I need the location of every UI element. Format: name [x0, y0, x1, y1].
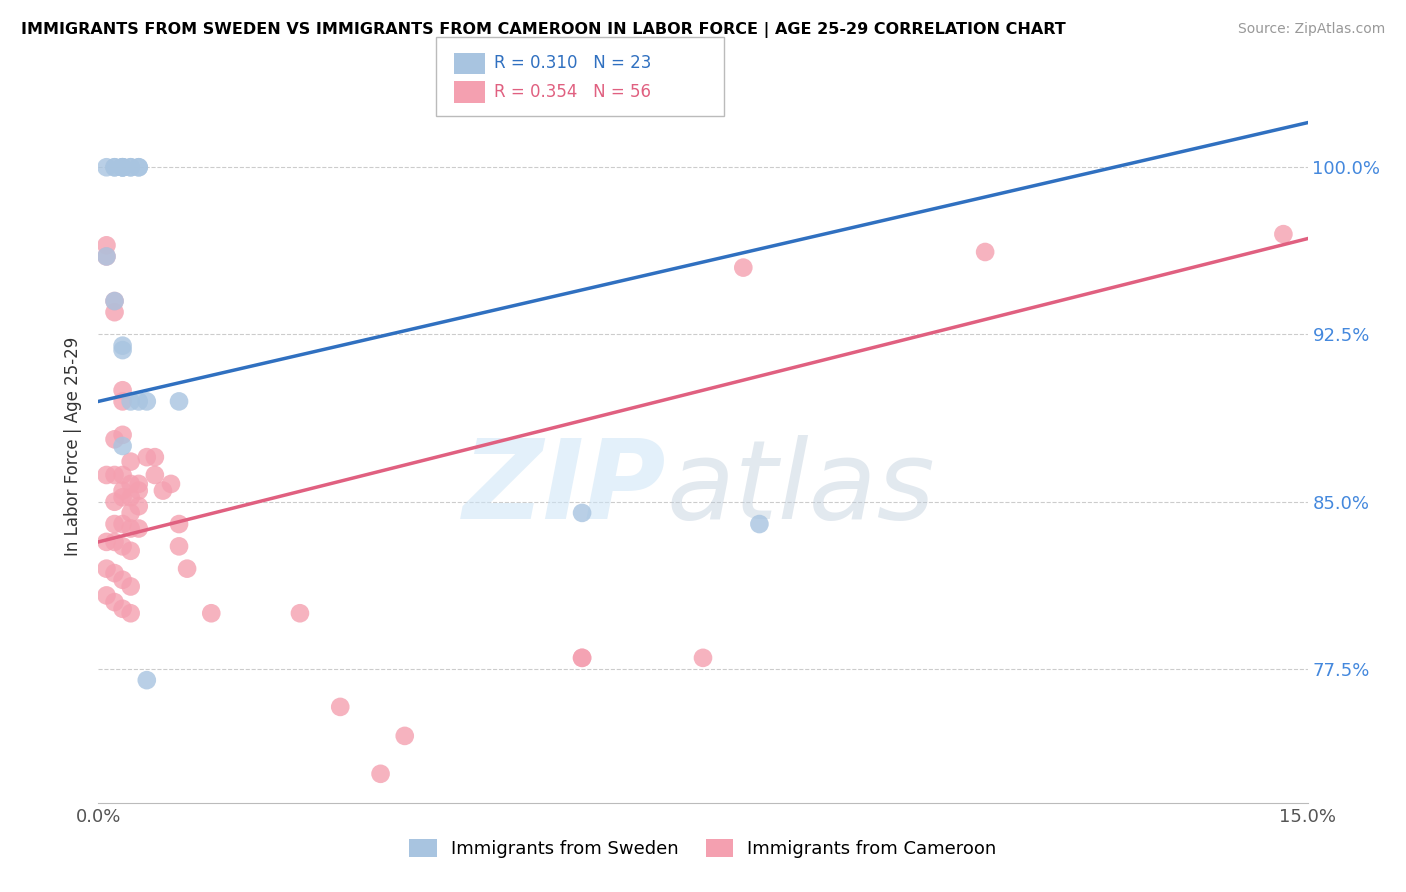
Point [111, 490, 134, 504]
Point [370, 766, 392, 780]
Point [135, 673, 157, 687]
Point [103, 467, 125, 482]
Point [96, 238, 118, 252]
Text: IMMIGRANTS FROM SWEDEN VS IMMIGRANTS FROM CAMEROON IN LABOR FORCE | AGE 25-29 CO: IMMIGRANTS FROM SWEDEN VS IMMIGRANTS FRO… [21, 22, 1066, 38]
Point [120, 476, 142, 491]
Point [111, 338, 134, 352]
Point [96, 249, 118, 263]
Point [1272, 227, 1295, 241]
Point [120, 490, 142, 504]
Point [111, 467, 134, 482]
Point [111, 573, 134, 587]
Text: ZIP: ZIP [463, 435, 666, 542]
Point [128, 483, 150, 498]
Point [103, 494, 125, 508]
Point [103, 305, 125, 319]
Point [120, 160, 142, 174]
Point [96, 160, 118, 174]
Point [103, 432, 125, 446]
Point [160, 476, 183, 491]
Point [111, 343, 134, 357]
Point [571, 650, 593, 665]
Point [167, 516, 190, 531]
Point [571, 650, 593, 665]
Point [143, 450, 166, 464]
Y-axis label: In Labor Force | Age 25-29: In Labor Force | Age 25-29 [65, 336, 83, 556]
Point [103, 566, 125, 580]
Point [692, 650, 714, 665]
Point [167, 539, 190, 553]
Point [111, 601, 134, 615]
Point [111, 160, 134, 174]
Point [394, 729, 416, 743]
Point [111, 516, 134, 531]
Point [103, 534, 125, 549]
Point [120, 160, 142, 174]
Point [128, 394, 150, 409]
Legend: Immigrants from Sweden, Immigrants from Cameroon: Immigrants from Sweden, Immigrants from … [402, 831, 1004, 865]
Point [96, 534, 118, 549]
Point [288, 606, 311, 620]
Point [128, 160, 150, 174]
Point [96, 561, 118, 575]
Point [111, 160, 134, 174]
Point [103, 516, 125, 531]
Point [103, 595, 125, 609]
Point [120, 579, 142, 593]
Point [128, 160, 150, 174]
Text: atlas: atlas [666, 435, 935, 542]
Point [111, 160, 134, 174]
Point [748, 516, 770, 531]
Point [176, 561, 198, 575]
Point [111, 160, 134, 174]
Point [128, 476, 150, 491]
Text: R = 0.310   N = 23: R = 0.310 N = 23 [494, 54, 651, 72]
Point [329, 699, 352, 714]
Point [111, 394, 134, 409]
Point [120, 521, 142, 535]
Text: R = 0.354   N = 56: R = 0.354 N = 56 [494, 83, 651, 101]
Point [111, 539, 134, 553]
Point [96, 467, 118, 482]
Point [111, 383, 134, 397]
Point [103, 160, 125, 174]
Point [733, 260, 755, 275]
Point [152, 483, 174, 498]
Point [96, 249, 118, 263]
Point [120, 606, 142, 620]
Point [111, 427, 134, 442]
Point [120, 394, 142, 409]
Point [120, 543, 142, 558]
Point [974, 244, 997, 259]
Point [128, 499, 150, 513]
Point [143, 467, 166, 482]
Point [96, 588, 118, 602]
Point [103, 160, 125, 174]
Point [135, 394, 157, 409]
Point [120, 454, 142, 468]
Point [103, 293, 125, 308]
Point [120, 506, 142, 520]
Point [103, 293, 125, 308]
Point [571, 506, 593, 520]
Point [111, 439, 134, 453]
Point [167, 394, 190, 409]
Point [200, 606, 222, 620]
Point [135, 450, 157, 464]
Text: Source: ZipAtlas.com: Source: ZipAtlas.com [1237, 22, 1385, 37]
Point [111, 483, 134, 498]
Point [128, 521, 150, 535]
